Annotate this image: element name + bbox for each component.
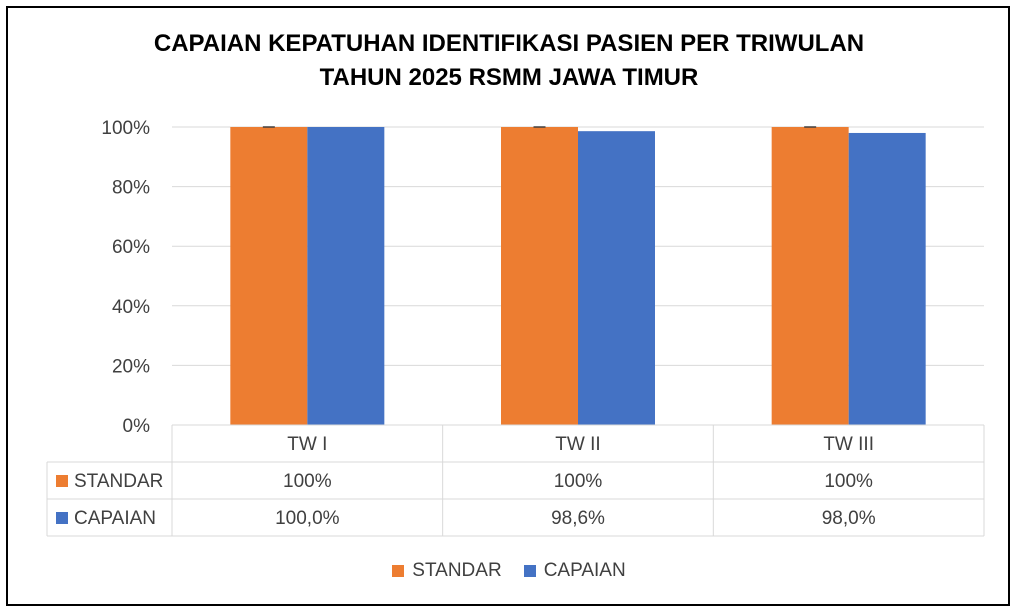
x-category-label: TW I (287, 434, 327, 455)
legend-label-capaian: CAPAIAN (543, 560, 626, 581)
chart-title-line2: TAHUN 2025 RSMM JAWA TIMUR (319, 64, 699, 91)
y-tick-label: 0% (123, 416, 151, 437)
bar-standar-3 (771, 127, 849, 425)
bar-capaian-2 (578, 131, 655, 425)
legend-item-standar: STANDAR (392, 560, 502, 582)
legend-label-standar: STANDAR (412, 560, 502, 581)
bar-capaian-3 (848, 132, 926, 425)
table-series-name: STANDAR (74, 471, 163, 492)
bar-standar-2 (501, 127, 578, 425)
table-swatch-capaian (56, 512, 68, 524)
legend: STANDAR CAPAIAN (0, 560, 1018, 582)
y-tick-label: 100% (101, 118, 150, 139)
table-swatch-standar (56, 475, 68, 487)
y-tick-label: 60% (112, 237, 150, 258)
bar-capaian-1 (307, 127, 385, 425)
table-value-capaian: 98,6% (551, 508, 605, 529)
legend-item-capaian: CAPAIAN (523, 560, 626, 582)
y-tick-label: 40% (112, 297, 150, 318)
table-value-capaian: 100,0% (275, 508, 340, 529)
chart-title-line1: CAPAIAN KEPATUHAN IDENTIFIKASI PASIEN PE… (153, 30, 865, 57)
table-series-name: CAPAIAN (74, 508, 156, 529)
x-category-label: TW III (823, 434, 874, 455)
table-value-standar: 100% (554, 471, 603, 492)
table-value-standar: 100% (824, 471, 873, 492)
table-value-capaian: 98,0% (822, 508, 876, 529)
y-tick-label: 80% (112, 178, 150, 199)
table-value-standar: 100% (283, 471, 332, 492)
legend-swatch-capaian (523, 565, 536, 577)
legend-swatch-standar (392, 565, 405, 577)
y-tick-label: 20% (112, 356, 150, 377)
x-category-label: TW II (555, 434, 600, 455)
bar-standar-1 (230, 127, 308, 425)
